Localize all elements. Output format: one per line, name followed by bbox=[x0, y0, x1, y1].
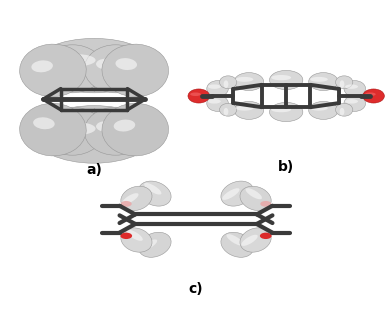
Ellipse shape bbox=[310, 77, 328, 82]
Ellipse shape bbox=[139, 232, 171, 257]
Ellipse shape bbox=[116, 58, 137, 70]
Ellipse shape bbox=[240, 186, 271, 211]
Ellipse shape bbox=[20, 44, 86, 97]
Ellipse shape bbox=[144, 183, 162, 195]
Ellipse shape bbox=[345, 84, 358, 89]
Ellipse shape bbox=[336, 76, 353, 89]
Ellipse shape bbox=[236, 77, 253, 82]
Ellipse shape bbox=[269, 70, 303, 90]
Ellipse shape bbox=[207, 95, 228, 111]
Ellipse shape bbox=[234, 73, 263, 91]
Ellipse shape bbox=[33, 117, 55, 129]
Ellipse shape bbox=[221, 232, 253, 257]
Ellipse shape bbox=[223, 80, 229, 88]
Ellipse shape bbox=[220, 76, 237, 89]
Ellipse shape bbox=[102, 44, 169, 97]
Ellipse shape bbox=[53, 121, 73, 132]
Ellipse shape bbox=[126, 230, 143, 241]
Ellipse shape bbox=[56, 54, 96, 66]
Ellipse shape bbox=[102, 103, 169, 156]
Ellipse shape bbox=[339, 108, 345, 116]
Ellipse shape bbox=[33, 38, 155, 93]
Ellipse shape bbox=[245, 188, 262, 199]
Ellipse shape bbox=[96, 59, 116, 69]
Ellipse shape bbox=[188, 89, 209, 103]
Ellipse shape bbox=[234, 101, 263, 119]
Text: c): c) bbox=[189, 282, 203, 296]
Ellipse shape bbox=[336, 103, 353, 116]
Ellipse shape bbox=[84, 45, 147, 93]
Ellipse shape bbox=[56, 122, 96, 135]
Ellipse shape bbox=[365, 92, 376, 96]
Ellipse shape bbox=[207, 81, 228, 97]
Ellipse shape bbox=[31, 60, 53, 72]
Ellipse shape bbox=[223, 108, 229, 116]
Ellipse shape bbox=[190, 92, 201, 96]
Ellipse shape bbox=[208, 99, 221, 104]
Ellipse shape bbox=[260, 201, 271, 207]
Ellipse shape bbox=[139, 181, 171, 206]
Text: b): b) bbox=[278, 160, 294, 174]
Ellipse shape bbox=[140, 239, 157, 251]
Ellipse shape bbox=[121, 228, 152, 252]
Ellipse shape bbox=[208, 84, 221, 89]
Ellipse shape bbox=[33, 106, 155, 163]
Ellipse shape bbox=[309, 101, 338, 119]
Ellipse shape bbox=[344, 95, 365, 111]
Ellipse shape bbox=[363, 89, 384, 103]
Ellipse shape bbox=[222, 188, 240, 200]
Ellipse shape bbox=[221, 181, 253, 206]
Ellipse shape bbox=[41, 45, 104, 93]
Ellipse shape bbox=[227, 234, 244, 246]
Ellipse shape bbox=[345, 99, 358, 104]
Ellipse shape bbox=[53, 59, 73, 69]
Ellipse shape bbox=[121, 201, 132, 207]
Ellipse shape bbox=[260, 233, 272, 239]
Ellipse shape bbox=[114, 120, 135, 132]
Ellipse shape bbox=[271, 107, 291, 112]
Ellipse shape bbox=[120, 233, 132, 239]
Ellipse shape bbox=[344, 81, 365, 97]
Ellipse shape bbox=[41, 107, 104, 155]
Ellipse shape bbox=[20, 103, 86, 156]
Ellipse shape bbox=[84, 107, 147, 155]
Text: a): a) bbox=[86, 163, 102, 177]
Ellipse shape bbox=[220, 103, 237, 116]
Ellipse shape bbox=[269, 102, 303, 122]
Ellipse shape bbox=[240, 228, 271, 252]
Ellipse shape bbox=[309, 73, 338, 91]
Ellipse shape bbox=[339, 80, 345, 88]
Ellipse shape bbox=[96, 121, 116, 132]
Ellipse shape bbox=[236, 106, 253, 111]
Ellipse shape bbox=[122, 193, 139, 204]
Ellipse shape bbox=[310, 106, 328, 111]
Ellipse shape bbox=[271, 75, 291, 80]
Ellipse shape bbox=[121, 186, 152, 211]
Ellipse shape bbox=[241, 235, 258, 246]
